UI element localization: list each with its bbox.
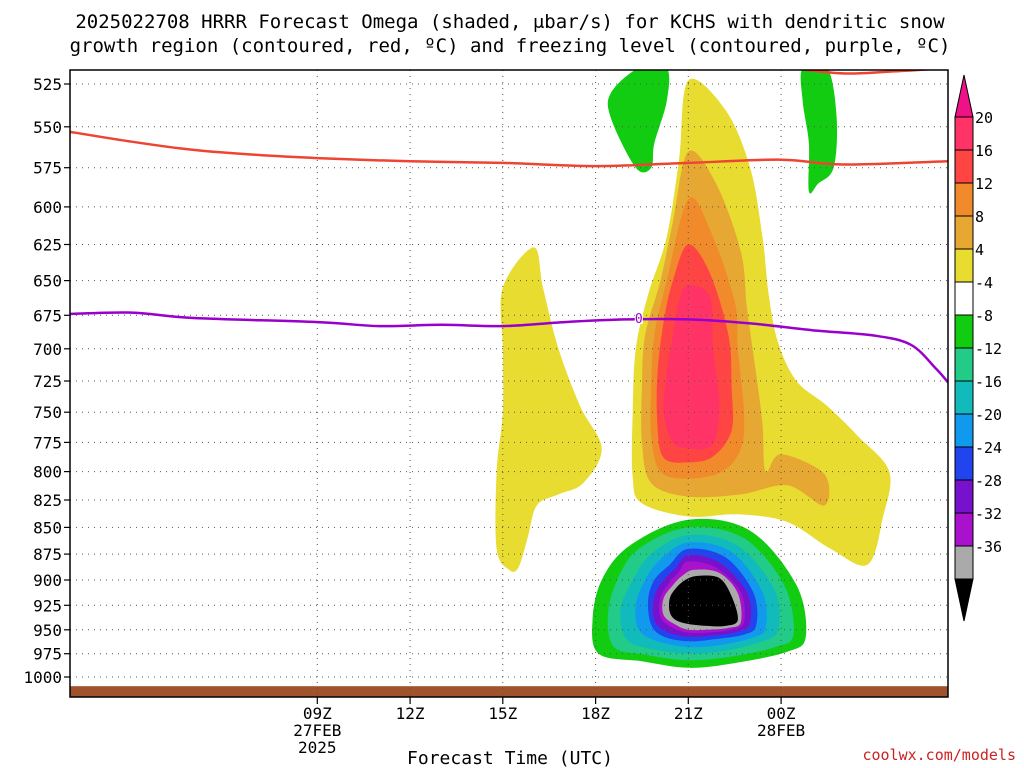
y-tick-label: 725 — [33, 372, 62, 391]
colorbar-label: -20 — [975, 406, 1002, 424]
contour-label-bg — [634, 311, 643, 324]
colorbar-bin — [954, 116, 974, 151]
x-axis-label: Forecast Time (UTC) — [407, 748, 613, 768]
ground-layer — [70, 686, 948, 697]
colorbar-bin — [954, 380, 974, 415]
grid-layer — [70, 70, 948, 697]
colorbar-bin — [954, 479, 974, 514]
credit-text: coolwx.com/models — [862, 746, 1016, 764]
colorbar: 20 16 12 8 4 -4 -8 -12 -16 -20 -24 -28 -32 -36 — [954, 74, 1002, 622]
y-tick-label: 650 — [33, 272, 62, 291]
y-tick-label: 600 — [33, 198, 62, 217]
dendritic-growth-contour — [795, 70, 938, 75]
y-tick-label: 700 — [33, 340, 62, 359]
colorbar-label: -16 — [975, 373, 1002, 391]
colorbar-bin — [954, 248, 974, 283]
colorbar-label: -24 — [975, 439, 1002, 457]
x-tick-label: 28FEB — [757, 721, 805, 740]
colorbar-label: -4 — [975, 274, 993, 292]
colorbar-label: -8 — [975, 307, 993, 325]
colorbar-label: -28 — [975, 472, 1002, 490]
y-tick-label: 875 — [33, 545, 62, 564]
colorbar-bin — [954, 446, 974, 481]
colorbar-bin — [954, 281, 974, 316]
y-tick-label: 1000 — [23, 668, 62, 687]
y-tick-label: 675 — [33, 306, 62, 325]
chart-title-line1: 2025022708 HRRR Forecast Omega (shaded, … — [75, 11, 945, 33]
x-tick-label: 2025 — [298, 738, 337, 757]
y-tick-label: 850 — [33, 518, 62, 537]
y-tick-label: 900 — [33, 571, 62, 590]
colorbar-bin — [954, 182, 974, 217]
freezing-contour-label: 0 — [635, 312, 643, 327]
x-tick-label: 27FEB — [293, 721, 341, 740]
omega-region-16 — [668, 575, 738, 627]
y-tick-label: 750 — [33, 403, 62, 422]
colorbar-label: 4 — [975, 241, 984, 259]
omega-region-5 — [663, 284, 720, 450]
omega-region-6 — [607, 70, 670, 173]
freezing-level-contour — [70, 311, 948, 384]
omega-shading-layer — [495, 70, 891, 668]
omega-region-7 — [800, 70, 838, 194]
x-tick-label: 18Z — [581, 704, 610, 723]
y-tick-label: 575 — [33, 159, 62, 178]
colorbar-bin — [954, 545, 974, 580]
y-tick-label: 950 — [33, 621, 62, 640]
colorbar-bin — [954, 347, 974, 382]
y-tick-label: 775 — [33, 433, 62, 452]
pressure-axis: 525 550 575 600 625 650 675 700 725 750 775 800 825 8… — [23, 75, 70, 687]
colorbar-label: -12 — [975, 340, 1002, 358]
colorbar-label: 8 — [975, 208, 984, 226]
dendritic-growth-contour — [70, 130, 948, 168]
y-tick-label: 625 — [33, 236, 62, 255]
colorbar-label: 20 — [975, 109, 993, 127]
x-tick-label: 15Z — [488, 704, 517, 723]
y-tick-label: 550 — [33, 118, 62, 137]
colorbar-bin — [954, 512, 974, 547]
colorbar-label: -36 — [975, 538, 1002, 556]
plot-frame — [69, 69, 949, 698]
colorbar-label: 12 — [975, 175, 993, 193]
colorbar-bottom-arrow — [954, 578, 974, 622]
x-tick-label: 09Z — [303, 704, 332, 723]
plot-area: 0 — [70, 70, 948, 697]
ground-surface — [70, 686, 948, 697]
y-tick-label: 925 — [33, 596, 62, 615]
y-tick-label: 800 — [33, 463, 62, 482]
contour-layer: 0 — [70, 70, 948, 384]
colorbar-label: 16 — [975, 142, 993, 160]
y-tick-label: 525 — [33, 75, 62, 94]
colorbar-bin — [954, 149, 974, 184]
y-tick-label: 975 — [33, 645, 62, 664]
colorbar-bin — [954, 215, 974, 250]
chart-title-line2: growth region (contoured, red, ºC) and f… — [70, 35, 951, 57]
colorbar-bin — [954, 314, 974, 349]
colorbar-label: -32 — [975, 505, 1002, 523]
x-tick-label: 21Z — [674, 704, 703, 723]
omega-region-0 — [495, 247, 602, 572]
x-tick-label: 12Z — [396, 704, 425, 723]
colorbar-top-arrow — [954, 74, 974, 118]
y-tick-label: 825 — [33, 491, 62, 510]
colorbar-bin — [954, 413, 974, 448]
x-tick-label: 00Z — [767, 704, 796, 723]
